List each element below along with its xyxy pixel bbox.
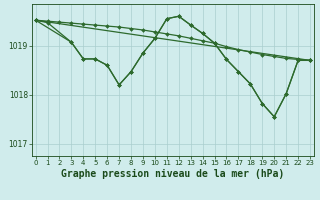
X-axis label: Graphe pression niveau de la mer (hPa): Graphe pression niveau de la mer (hPa) [61,169,284,179]
